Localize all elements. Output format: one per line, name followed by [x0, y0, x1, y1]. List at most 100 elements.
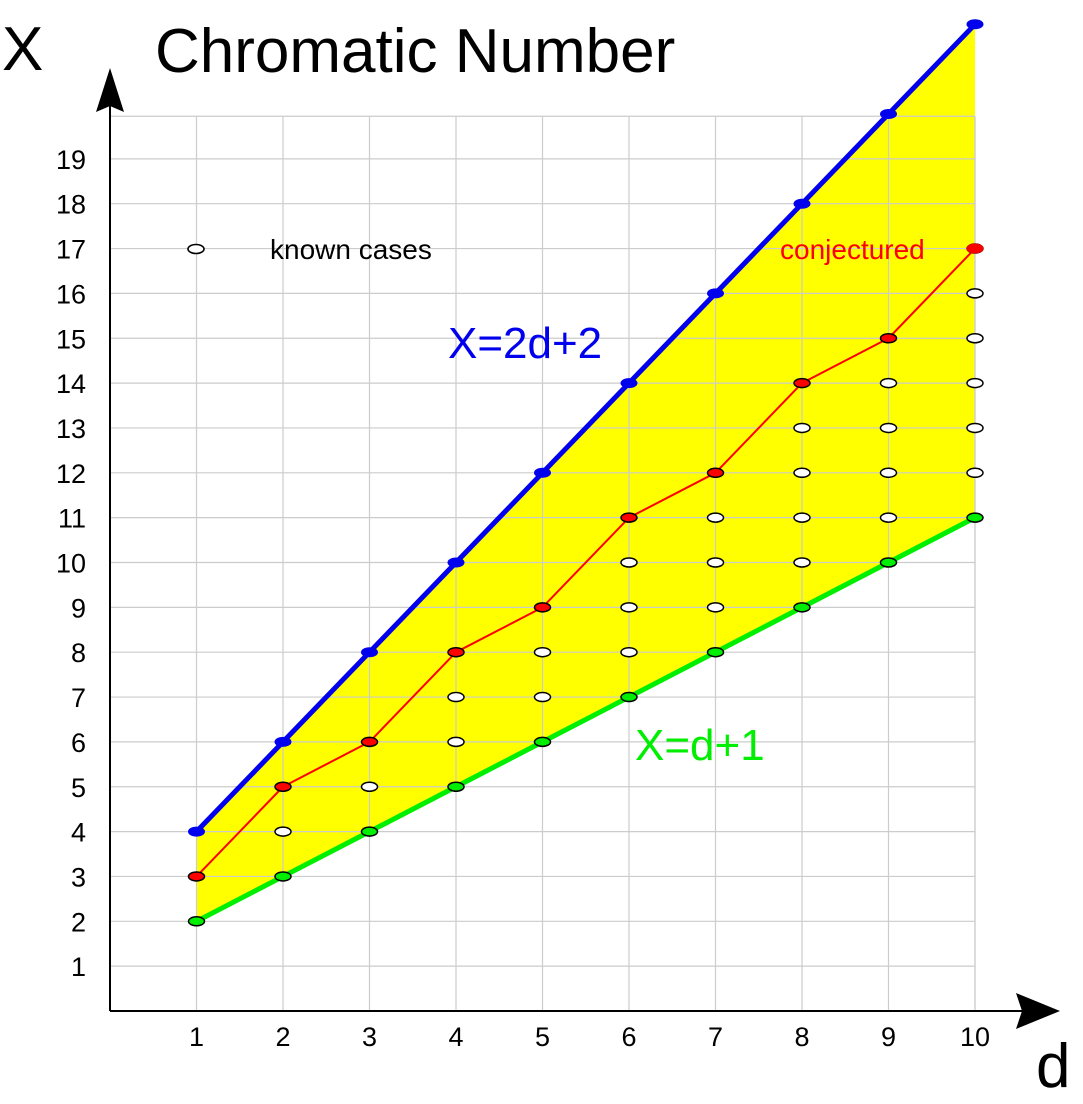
known-case-point [966, 288, 984, 299]
known-case-point [706, 512, 725, 523]
legend-marker [187, 243, 205, 255]
lower-bound-point [447, 781, 465, 792]
upper-bound-point [274, 736, 292, 747]
x-tick-label: 10 [960, 1022, 990, 1052]
x-tick-label: 9 [881, 1022, 896, 1052]
conjectured-point [793, 377, 811, 389]
upper-bound-point [880, 109, 897, 119]
upper-bound-point [620, 378, 638, 389]
lower-bound-point [879, 557, 898, 568]
known-case-point [793, 422, 811, 434]
known-case-point [793, 557, 811, 568]
known-case-point [879, 377, 898, 389]
lower-bound-point [620, 691, 638, 703]
y-tick-label: 6 [71, 728, 86, 758]
known-case-point [879, 467, 898, 479]
known-case-point [620, 557, 638, 568]
known-case-point [793, 512, 811, 523]
conjectured-point [274, 781, 292, 792]
y-tick-label: 7 [71, 683, 86, 713]
y-axis-label: X [2, 15, 43, 84]
upper-bound-point [966, 19, 984, 30]
conjectured-annotation: conjectured [780, 234, 925, 265]
x-axis-arrow [1016, 993, 1060, 1029]
y-tick-label: 3 [71, 862, 86, 892]
known-case-point [620, 602, 638, 613]
y-tick-label: 14 [56, 369, 86, 399]
conjectured-point [533, 602, 552, 613]
lower-line-annotation: X=d+1 [635, 721, 765, 770]
data-points [187, 19, 984, 927]
x-tick-label: 4 [448, 1022, 463, 1052]
known-case-point [966, 333, 984, 344]
upper-bound-point [447, 557, 465, 568]
known-case-point [533, 691, 552, 703]
y-tick-label: 12 [56, 459, 86, 489]
known-case-point [706, 557, 725, 568]
known-case-point [447, 691, 465, 703]
lower-bound-line [195, 515, 977, 924]
upper-line-annotation: X=2d+2 [448, 319, 602, 368]
conjectured-line [195, 247, 976, 878]
x-tick-label: 5 [535, 1022, 550, 1052]
y-tick-label: 19 [56, 145, 86, 175]
y-tick-label: 13 [56, 414, 86, 444]
x-tick-label: 7 [708, 1022, 723, 1052]
known-case-point [879, 512, 898, 523]
y-tick-label: 9 [71, 593, 86, 623]
known-case-point [706, 602, 725, 613]
y-tick-label: 5 [71, 773, 86, 803]
legend-label: known cases [270, 234, 432, 265]
x-axis-label: d [1036, 1032, 1070, 1101]
y-tick-label: 18 [56, 190, 86, 220]
known-case-point [793, 467, 811, 479]
upper-bound-point [707, 288, 724, 299]
y-tick-label: 17 [56, 235, 86, 265]
known-case-point [966, 377, 984, 389]
y-tick-label: 11 [58, 504, 86, 534]
x-tick-label: 8 [794, 1022, 809, 1052]
upper-bound-point [361, 647, 378, 658]
upper-bound-point [188, 826, 205, 837]
y-axis-arrow [96, 68, 124, 112]
conjectured-point [447, 646, 465, 658]
known-case-point [966, 422, 984, 434]
lower-bound-point [187, 916, 206, 927]
upper-bound-point [534, 467, 551, 478]
y-tick-label: 8 [71, 638, 86, 668]
lower-bound-point [706, 646, 725, 658]
lower-bound-point [274, 871, 292, 882]
lower-bound-point [360, 826, 379, 837]
lower-bound-point [533, 736, 552, 748]
lower-bound-point [793, 602, 811, 613]
conjectured-point [187, 871, 206, 882]
x-tick-label: 3 [362, 1022, 377, 1052]
upper-bound-line [194, 22, 977, 834]
axes [96, 68, 1060, 1029]
conjectured-point [706, 467, 725, 479]
chart-title: Chromatic Number [155, 17, 675, 86]
known-case-point [879, 422, 898, 434]
known-case-point [533, 646, 552, 658]
lower-bound-point [966, 512, 984, 523]
y-tick-label: 10 [56, 549, 86, 579]
conjectured-point [966, 243, 984, 254]
y-tick-label: 16 [56, 279, 86, 309]
y-tick-label: 2 [71, 907, 86, 937]
x-tick-label: 2 [275, 1022, 290, 1052]
x-tick-label: 6 [621, 1022, 636, 1052]
known-case-point [966, 467, 984, 479]
y-tick-label: 4 [71, 818, 86, 848]
known-case-point [360, 781, 379, 792]
conjectured-point [360, 736, 379, 748]
y-tick-label: 1 [71, 952, 86, 982]
conjectured-point [620, 512, 638, 523]
known-case-point [447, 736, 465, 748]
known-case-point [274, 826, 292, 837]
conjectured-point [879, 333, 898, 344]
series-lines [194, 22, 977, 924]
y-tick-label: 15 [56, 324, 86, 354]
upper-bound-point [793, 198, 811, 209]
